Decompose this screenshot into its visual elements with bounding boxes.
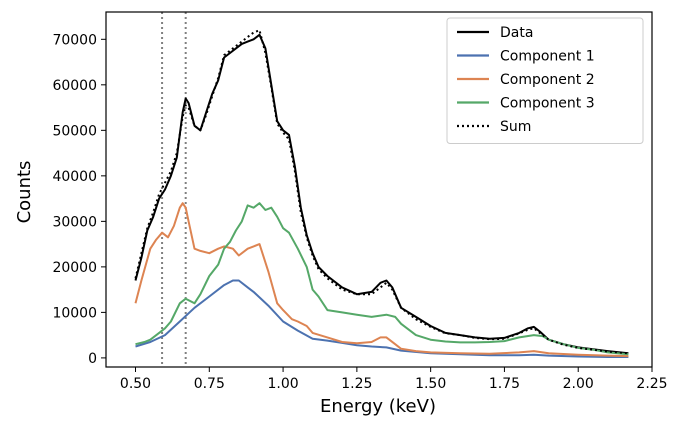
axes: 0.50 0.75 1.00 1.25 1.50 1.75 2.00 2.25 0 10000 20… [52,11,668,392]
x-axis-title: Energy (keV) [320,396,436,417]
y-tick-label: 50000 [52,123,97,139]
y-tick-label: 30000 [52,214,97,230]
series-lines [134,29,629,358]
legend-label: Component 1 [500,49,595,65]
legend: Data Component 1 Component 2 Component 3 Sum [446,17,644,144]
reference-lines [161,12,187,367]
plot-frame [105,11,653,368]
x-tick-label: 1.25 [341,376,372,392]
y-axis-title: Counts [14,161,35,224]
y-tick-label: 70000 [52,32,97,48]
x-tick-label: 1.50 [415,376,446,392]
legend-label: Component 2 [500,72,595,88]
x-tick-label: 0.75 [194,376,225,392]
legend-label: Sum [500,119,531,135]
legend-label: Component 3 [500,96,595,112]
series-line-component-2 [134,202,629,358]
x-tick-label: 1.00 [267,376,298,392]
y-tick-label: 20000 [52,260,97,276]
x-tick-label: 1.75 [489,376,520,392]
y-tick-label: 60000 [52,78,97,94]
y-tick-label: 40000 [52,169,97,185]
series-line-sum [134,29,629,355]
series-line-component-3 [135,202,629,356]
legend-box [446,17,644,144]
x-tick-label: 2.25 [636,376,667,392]
x-tick-label: 2.00 [563,376,594,392]
x-tick-label: 0.50 [120,376,151,392]
y-tick-label: 0 [88,351,97,367]
y-tick-label: 10000 [52,305,97,321]
legend-label: Data [500,25,533,41]
series-line-component-1 [135,279,629,358]
